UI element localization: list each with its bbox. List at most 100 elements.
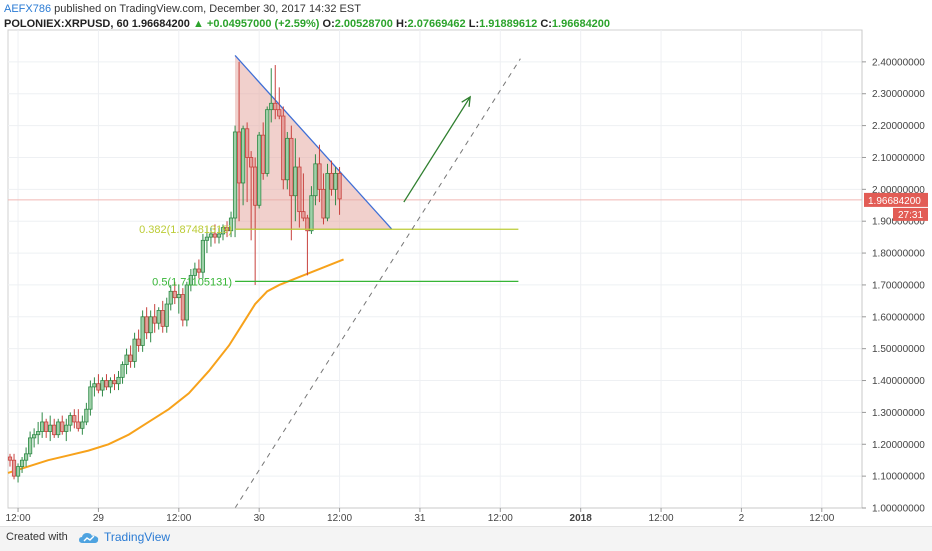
- symbol-label[interactable]: POLONIEX:XRPUSD, 60: [4, 18, 129, 30]
- candle: [76, 409, 81, 432]
- candle: [36, 421, 41, 445]
- candle-body: [277, 109, 282, 117]
- candle: [40, 412, 45, 438]
- candle: [92, 377, 97, 397]
- candle: [236, 61, 242, 222]
- candle: [249, 151, 254, 241]
- candle: [245, 122, 250, 203]
- candle-body: [116, 376, 121, 385]
- publish-line: AEFX786 published on TradingView.com, De…: [4, 2, 610, 17]
- annotations-layer: 0.382(1.87481319) 0.5(1.71105131): [139, 58, 521, 509]
- candle: [156, 307, 161, 330]
- candle: [265, 106, 270, 177]
- candle-body: [80, 421, 85, 429]
- candle-body: [293, 166, 298, 197]
- close-label: C:: [540, 18, 552, 30]
- moving-average-line: [7, 258, 344, 474]
- candle: [160, 300, 165, 333]
- candle-body: [40, 421, 45, 432]
- candle: [120, 361, 125, 384]
- candle: [333, 167, 338, 206]
- candle-body: [329, 172, 334, 190]
- candle: [15, 463, 21, 483]
- candle: [56, 418, 61, 438]
- tradingview-brand[interactable]: TradingView: [104, 530, 171, 544]
- candle-body: [196, 268, 201, 273]
- candles-layer: [7, 61, 342, 483]
- candle: [253, 157, 258, 285]
- candle: [281, 106, 286, 190]
- candle: [232, 125, 238, 238]
- countdown-label: 27:31: [898, 210, 923, 221]
- candle-body: [245, 128, 250, 158]
- candle-body: [313, 163, 318, 197]
- high-value: 2.07669462: [407, 18, 466, 30]
- candle: [124, 348, 129, 375]
- time-axis[interactable]: 12:00 29 12:00 30 12:00 31 12:00 2018 12:00 2 12:0…: [6, 507, 862, 524]
- price-axis[interactable]: 1.00000000 1.10000000 1.20000000 1.30000000…: [861, 30, 928, 515]
- candle-body: [204, 236, 210, 241]
- candle-body: [257, 134, 262, 206]
- candle-body: [192, 268, 197, 276]
- candle: [309, 186, 314, 234]
- candle-body: [68, 415, 73, 426]
- candle-body: [36, 431, 41, 436]
- price-tick-label: 1.20000000: [872, 440, 925, 451]
- candle-body: [28, 437, 33, 455]
- candle-body: [188, 274, 193, 286]
- candle-body: [156, 310, 161, 324]
- time-tick-label: 30: [254, 513, 266, 524]
- plot-frame: [7, 29, 863, 509]
- candle: [241, 125, 246, 206]
- open-label: O:: [322, 18, 335, 30]
- candle: [257, 131, 262, 209]
- candle-body: [23, 453, 29, 461]
- candle-body: [236, 131, 242, 184]
- candle: [28, 431, 33, 458]
- candle-body: [261, 134, 266, 174]
- candle: [301, 173, 306, 222]
- time-tick-label: 2018: [570, 513, 593, 524]
- candle: [313, 154, 318, 206]
- candle-body: [305, 217, 310, 232]
- candle: [136, 329, 141, 352]
- high-label: H:: [395, 18, 408, 30]
- author-link[interactable]: AEFX786: [4, 3, 52, 15]
- candle: [224, 221, 230, 238]
- fib-level-label: 0.5(1.71105131): [152, 276, 232, 288]
- time-tick-label: 12:00: [649, 513, 674, 524]
- candle: [132, 332, 137, 368]
- candle: [273, 65, 278, 120]
- price-chart[interactable]: 0.382(1.87481319) 0.5(1.71105131) 1.00000…: [0, 0, 932, 526]
- candle-body: [309, 195, 314, 232]
- candle: [321, 173, 326, 225]
- candle-body: [168, 290, 173, 305]
- candle-body: [52, 424, 57, 436]
- candle-body: [160, 310, 165, 327]
- candle: [116, 370, 121, 391]
- candle: [44, 418, 49, 438]
- close-value: 1.96684200: [551, 18, 611, 30]
- candle-body: [216, 233, 222, 238]
- candle-body: [265, 109, 270, 174]
- candle-body: [148, 316, 153, 334]
- time-tick-label: 31: [414, 513, 426, 524]
- candle: [104, 374, 109, 391]
- candle-body: [7, 456, 13, 461]
- candle-body: [32, 434, 37, 439]
- tradingview-cloud-icon[interactable]: [78, 531, 100, 545]
- current-price-badge: [864, 192, 928, 207]
- candle: [317, 144, 322, 203]
- time-tick-label: 12:00: [6, 513, 31, 524]
- candle-body: [128, 354, 133, 362]
- candle: [212, 224, 218, 244]
- chart-header: AEFX786 published on TradingView.com, De…: [4, 2, 610, 32]
- candle: [72, 409, 77, 429]
- triangle-resistance-line: [234, 55, 393, 230]
- candle-body: [96, 383, 101, 391]
- candle-body: [88, 386, 93, 410]
- candle-body: [337, 172, 342, 200]
- time-tick-label: 12:00: [488, 513, 513, 524]
- candle: [19, 457, 25, 473]
- price-tick-label: 2.40000000: [872, 57, 925, 68]
